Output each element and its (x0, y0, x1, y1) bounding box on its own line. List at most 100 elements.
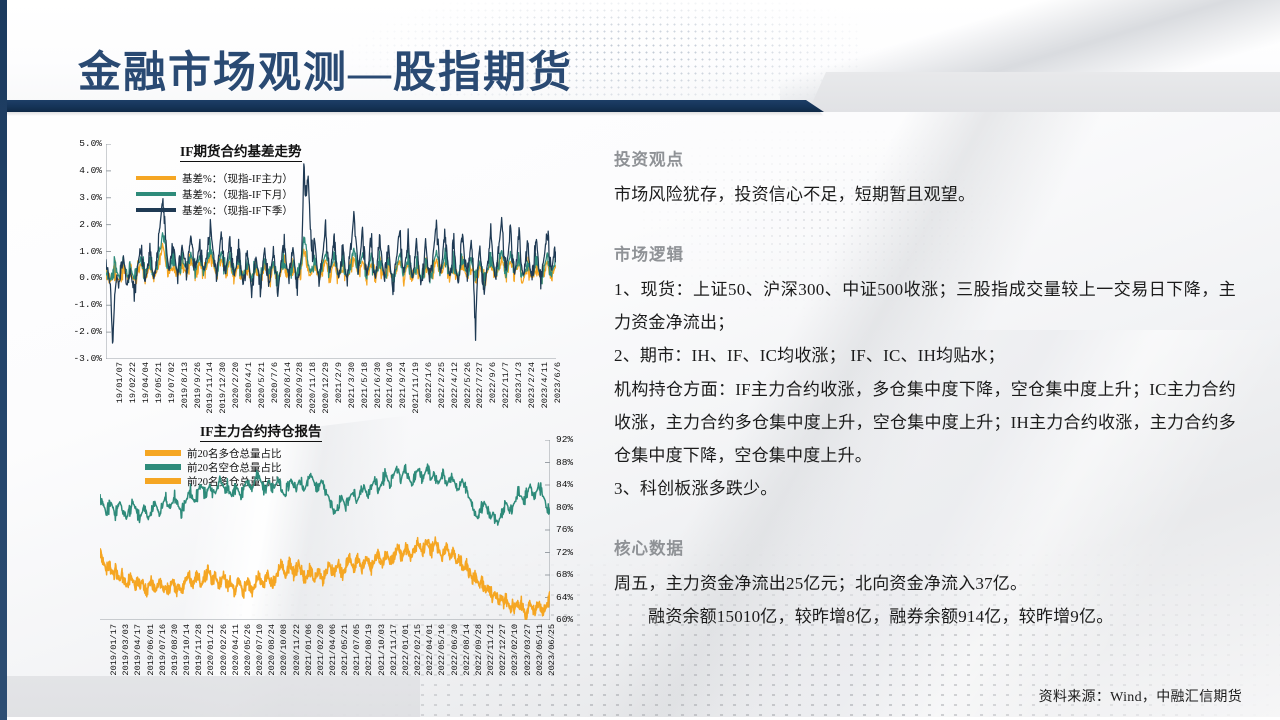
x-tick-label: 2020/01/12 (206, 624, 217, 676)
x-tick-label: 2022/09/28 (473, 624, 484, 676)
x-tick-label: 2023/03/27 (522, 624, 533, 676)
y-tick-label: 60% (556, 614, 574, 625)
panel-paragraph: 3、科创板涨多跌少。 (614, 478, 778, 498)
chart1-plot-area (106, 144, 556, 359)
x-tick-label: 2019/04/17 (133, 624, 144, 676)
x-tick-label: 2022/1/6 (424, 362, 434, 404)
chart2-x-axis-labels: 2019/01/17 2019/03/03 2019/04/17 2019/06/01… (100, 624, 557, 680)
legend-color-swatch (136, 192, 176, 196)
x-tick-label: 2021/11/19 (411, 362, 422, 414)
chart2-plot-area (100, 440, 550, 620)
series-line (100, 536, 550, 620)
x-tick-label: 2021/08/19 (364, 624, 375, 676)
commentary-panel: 投资观点 市场风险犹存，投资信心不足，短期暂且观望。 市场逻辑 1、现货：上证50、沪… (614, 146, 1236, 633)
y-tick-label: -2.0% (73, 326, 102, 338)
x-tick-label: 2021/05/21 (340, 624, 351, 676)
x-tick-label: 2020/8/14 (282, 362, 293, 409)
x-tick-label: 2020/7/6 (269, 362, 280, 404)
x-tick-label: 2023/05/11 (534, 624, 545, 676)
x-tick-label: 2022/02/15 (413, 624, 424, 676)
x-tick-label: 19/04/04 (141, 362, 152, 404)
y-tick-label: 2.0% (79, 218, 102, 230)
left-accent-rail (0, 0, 7, 720)
panel-section-gap (614, 505, 1236, 535)
x-tick-label: 2022/2/25 (436, 362, 447, 409)
x-tick-label: 2020/10/08 (279, 624, 290, 676)
x-tick-label: 2020/11/18 (308, 362, 319, 414)
x-tick-label: 2023/06/25 (546, 624, 557, 676)
x-tick-label: 2022/4/12 (449, 362, 460, 409)
y-tick-label: 68% (556, 569, 574, 580)
x-tick-label: 2020/08/24 (267, 624, 278, 676)
x-tick-label: 2020/05/26 (242, 624, 253, 676)
x-tick-label: 2022/9/6 (488, 362, 499, 404)
x-tick-label: 2020/12/29 (321, 362, 332, 414)
legend-item: 基差%：（现指-IF下季） (136, 202, 293, 218)
source-note: 资料来源：Wind，中融汇信期货 (1038, 690, 1242, 705)
x-tick-label: 2019/03/03 (121, 624, 132, 676)
x-tick-label: 2023/1/3 (514, 362, 524, 404)
header-right-tab-shape (808, 72, 1280, 112)
x-tick-label: 2020/4/1 (244, 362, 254, 404)
legend-color-swatch (145, 464, 181, 470)
title-bar-shadow (0, 112, 824, 116)
x-tick-label: 2021/5/18 (359, 362, 370, 409)
x-tick-label: 2023/6/6 (552, 362, 563, 404)
panel-paragraph: 机构持仓方面：IF主力合约收涨，多仓集中度下降，空仓集中度上升；IC主力合约收涨… (614, 379, 1236, 465)
x-tick-label: 2021/07/05 (352, 624, 363, 676)
x-tick-label: 2022/11/12 (486, 624, 497, 676)
x-tick-label: 2020/04/11 (230, 624, 241, 676)
x-tick-label: 2023/02/10 (510, 624, 521, 676)
panel-section-heading: 核心数据 (614, 539, 684, 559)
y-tick-label: -1.0% (73, 299, 102, 311)
legend-label: 前20名多仓总量占比 (187, 448, 282, 460)
x-tick-label: 2022/05/16 (437, 624, 448, 676)
y-tick-label: 88% (556, 456, 574, 468)
y-tick-label: 3.0% (79, 191, 102, 203)
x-tick-label: 2019/01/17 (109, 624, 120, 676)
panel-paragraph: 2、期市：IH、IF、IC均收涨； IF、IC、IH均贴水； (614, 346, 1005, 366)
legend-item: 基差%：（现指-IF下月） (136, 186, 293, 202)
bottom-edge (0, 717, 1280, 720)
legend-item: 前20名多仓总量占比 (145, 474, 282, 488)
x-tick-label: 2022/5/26 (462, 362, 473, 409)
title-underline-bar (0, 100, 824, 112)
y-tick-label: 76% (556, 524, 574, 535)
x-tick-label: 2021/3/30 (346, 362, 357, 409)
x-tick-label: 2021/8/10 (385, 362, 396, 409)
panel-paragraph: 1、现货：上证50、沪深300、中证500收涨；三股指成交量较上一交易日下降，主… (614, 280, 1236, 333)
panel-paragraph: 融资余额15010亿，较昨增8亿，融券余额914亿，较昨增9亿。 (648, 607, 1114, 627)
chart1-title: IF期货合约基差走势 (180, 140, 302, 162)
y-tick-label: 64% (556, 591, 574, 603)
x-tick-label: 2022/04/01 (425, 624, 436, 676)
x-tick-label: 2022/11/7 (501, 362, 512, 409)
x-tick-label: 2019/06/01 (145, 624, 156, 676)
y-tick-label: -3.0% (73, 353, 102, 364)
panel-section-heading: 市场逻辑 (614, 245, 684, 265)
x-tick-label: 2022/12/27 (498, 624, 509, 676)
legend-label: 前20名多仓总量占比 (187, 476, 282, 488)
x-tick-label: 2021/01/06 (303, 624, 314, 676)
x-tick-label: 2022/08/14 (461, 624, 472, 676)
panel-section-heading: 投资观点 (614, 150, 684, 169)
x-tick-label: 2019/10/14 (182, 624, 193, 676)
series-line (100, 463, 550, 526)
legend-item: 基差%：（现指-IF主力） (136, 170, 293, 186)
legend-label: 基差%：（现指-IF下季） (182, 205, 293, 217)
chart2-legend: 前20名多仓总量占比 前20名空仓总量占比 前20名多仓总量占比 (145, 446, 282, 488)
x-tick-label: 2020/9/28 (295, 362, 306, 409)
legend-label: 基差%：（现指-IF下月） (182, 189, 293, 201)
chart-if-basis-trend: IF期货合约基差走势 5.0% 4.0% 3.0% 2.0% 1.0% 0.0% -1.0%… (58, 132, 588, 414)
x-tick-label: 2023/2/24 (526, 362, 537, 409)
chart1-x-axis-labels: 19/01/07 19/02/22 19/04/04 19/05/21 19/07/02… (106, 362, 562, 418)
y-tick-label: 1.0% (79, 245, 102, 257)
x-tick-label: 2021/2/9 (334, 362, 344, 404)
x-tick-label: 2021/6/30 (372, 362, 383, 409)
y-tick-label: 5.0% (79, 138, 102, 149)
legend-color-swatch (145, 478, 181, 484)
y-tick-label: 0.0% (79, 272, 102, 284)
x-tick-label: 2019/9/26 (192, 362, 203, 409)
x-tick-label: 2019/11/14 (205, 362, 216, 414)
x-tick-label: 2019/07/16 (157, 624, 168, 676)
